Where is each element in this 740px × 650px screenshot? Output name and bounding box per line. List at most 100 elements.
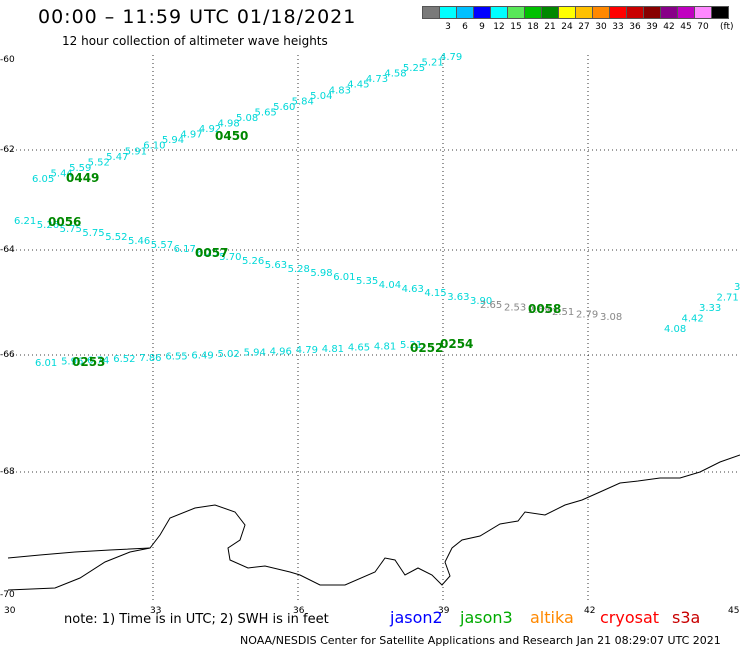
wave-height-value: 6.01: [35, 358, 57, 369]
latitude-label: -60: [0, 55, 15, 65]
colorbar-label: 33: [612, 22, 624, 32]
longitude-label: 33: [150, 606, 162, 616]
pass-label: 0056: [48, 215, 81, 229]
pass-label: 0449: [66, 171, 99, 185]
wave-height-value: 6.10: [143, 141, 165, 152]
wave-height-value: 5.21: [421, 58, 443, 69]
wave-height-value: 6.01: [333, 272, 355, 283]
coastline: [7, 454, 740, 591]
colorbar-label: 70: [697, 22, 709, 32]
colorbar-label: 45: [680, 22, 692, 32]
wave-height-value: 6.49: [191, 350, 213, 361]
wave-height-value: 5.04: [310, 91, 332, 102]
wave-height-value: 6.21: [14, 216, 36, 227]
colorbar-label: 39: [646, 22, 658, 32]
wave-height-value: 6.17: [174, 244, 196, 255]
colorbar-unit: (ft): [720, 22, 734, 32]
pass-label: 0057: [195, 246, 228, 260]
latitude-label: -68: [0, 467, 15, 477]
legend-cryosat: cryosat: [600, 608, 660, 627]
colorbar-label: 30: [595, 22, 607, 32]
longitude-label: 30: [4, 606, 16, 616]
wave-height-value: 2.69: [528, 305, 550, 316]
longitude-label: 42: [584, 606, 596, 616]
colorbar-label: 15: [510, 22, 522, 32]
pass-label: 0058: [528, 302, 561, 316]
wave-height-value: 3.63: [447, 292, 469, 303]
wave-height-value: 4.79: [440, 52, 462, 63]
wave-height-value: 5.98: [310, 268, 332, 279]
colorbar-label: 21: [544, 22, 556, 32]
wave-height-value: 5.75: [60, 224, 82, 235]
longitude-label: 45: [728, 606, 740, 616]
colorbar-label: 9: [479, 22, 485, 32]
wave-height-value: 5.52: [88, 157, 110, 168]
wave-height-value: 5.75: [82, 228, 104, 239]
wave-height-value: 3.33: [699, 303, 721, 314]
wave-height-value: 3.90: [470, 296, 492, 307]
wave-height-value: 6.25: [196, 248, 218, 259]
wave-height-value: 4.81: [322, 344, 344, 355]
wave-height-value: 4.97: [180, 130, 202, 141]
wave-height-value: 5.28: [288, 264, 310, 275]
colorbar-label: 12: [493, 22, 505, 32]
longitude-label: 36: [293, 606, 305, 616]
wave-height-value: 4.65: [348, 343, 370, 354]
wave-height-value: 7.86: [139, 353, 161, 364]
wave-height-value: 6.55: [165, 352, 187, 363]
wave-height-value: 5.94: [244, 348, 266, 359]
latitude-label: -70: [0, 590, 15, 600]
wave-height-value: 5.91: [125, 146, 147, 157]
colorbar-swatch: [711, 6, 729, 19]
wave-height-value: 5.26: [37, 220, 59, 231]
wave-height-value: 4.63: [402, 284, 424, 295]
wave-height-value: 5.02: [218, 349, 240, 360]
pass-label: 0252: [410, 341, 443, 355]
wave-height-value: 2.71: [717, 293, 739, 304]
wave-height-value: 4.83: [329, 85, 351, 96]
legend-jason3: jason3: [460, 608, 513, 627]
wave-height-value: 5.59: [69, 163, 91, 174]
wave-height-value: 5.47: [106, 152, 128, 163]
map-grid: [8, 55, 740, 600]
wave-height-value: 4.15: [424, 288, 446, 299]
wave-height-value: 4.96: [270, 346, 292, 357]
wave-height-value: 4.81: [374, 341, 396, 352]
latitude-label: -64: [0, 245, 15, 255]
map-credit: NOAA/NESDIS Center for Satellite Applica…: [240, 634, 721, 647]
colorbar-label: 6: [462, 22, 468, 32]
map-title: 00:00 – 11:59 UTC 01/18/2021: [38, 6, 357, 28]
wave-height-value: 4.04: [379, 280, 401, 291]
colorbar-label: 24: [561, 22, 573, 32]
wave-height-value: 5.57: [151, 240, 173, 251]
wave-height-value: 4.58: [384, 69, 406, 80]
wave-height-value: 4.42: [682, 314, 704, 325]
legend-altika: altika: [530, 608, 574, 627]
wave-height-value: 3.11: [734, 282, 740, 293]
map-subtitle: 12 hour collection of altimeter wave hei…: [62, 34, 328, 48]
wave-height-value: 2.53: [504, 302, 526, 313]
wave-height-value: 4.45: [347, 80, 369, 91]
wave-height-value: 2.65: [480, 300, 502, 311]
wave-height-value: 5.46: [128, 236, 150, 247]
colorbar-label: 3: [445, 22, 451, 32]
wave-height-value: 5.26: [242, 256, 264, 267]
wave-height-value: 3.08: [600, 312, 622, 323]
pass-label: 0450: [215, 129, 248, 143]
colorbar-label: 42: [663, 22, 675, 32]
wave-height-value: 5.84: [292, 96, 314, 107]
wave-height-value: 5.60: [273, 102, 295, 113]
colorbar-label: 18: [527, 22, 539, 32]
wave-height-value: 4.73: [366, 74, 388, 85]
latitude-label: -66: [0, 350, 15, 360]
map-note: note: 1) Time is in UTC; 2) SWH is in fe…: [64, 612, 329, 627]
wave-height-value: 5.52: [105, 232, 127, 243]
longitude-label: 39: [438, 606, 450, 616]
wave-height-value: 5.63: [265, 260, 287, 271]
wave-height-value: 2.51: [552, 307, 574, 318]
legend-jason2: jason2: [390, 608, 443, 627]
wave-height-value: 2.79: [576, 310, 598, 321]
wave-height-value: 5.25: [403, 63, 425, 74]
wave-height-value: 5.96: [61, 357, 83, 368]
